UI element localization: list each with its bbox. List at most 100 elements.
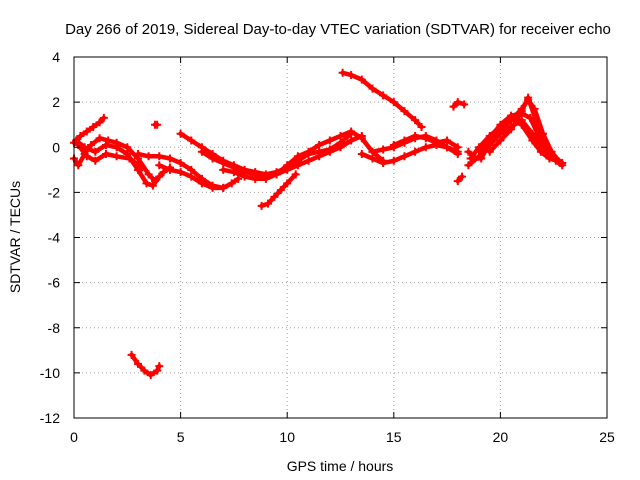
x-tick-labels: 0 5 10 15 20 25 [70, 429, 615, 445]
data-point [541, 138, 550, 147]
data-point [251, 174, 260, 183]
data-point [138, 163, 147, 172]
data-point [453, 143, 462, 152]
data-point [475, 152, 484, 161]
data-point [347, 127, 356, 136]
data-point [133, 150, 142, 159]
data-point [76, 131, 85, 140]
data-point [95, 118, 104, 127]
data-point [264, 199, 273, 208]
data-point [112, 152, 121, 161]
data-point [517, 116, 526, 125]
data-point [325, 147, 334, 156]
data-point [524, 93, 533, 102]
data-series-arc-23 [487, 95, 559, 161]
data-point [176, 168, 185, 177]
data-point [315, 140, 324, 149]
data-point [229, 168, 238, 177]
data-point [82, 127, 91, 136]
data-point [485, 131, 494, 140]
axis-ticks [73, 56, 608, 419]
data-point [95, 134, 104, 143]
data-point [127, 350, 136, 359]
data-point [460, 100, 469, 109]
data-point [99, 113, 108, 122]
data-point [304, 147, 313, 156]
x-tick-label: 25 [599, 429, 615, 445]
data-point [453, 98, 462, 107]
data-point [187, 136, 196, 145]
data-point [336, 143, 345, 152]
data-point [270, 192, 279, 201]
x-tick-label: 0 [70, 429, 78, 445]
data-point [551, 154, 560, 163]
x-tick-label: 20 [493, 429, 509, 445]
data-point [368, 84, 377, 93]
data-point [475, 145, 484, 154]
data-point [176, 159, 185, 168]
data-point [283, 161, 292, 170]
data-point [155, 161, 164, 170]
data-point [144, 170, 153, 179]
data-point [336, 131, 345, 140]
data-point [155, 172, 164, 181]
data-point [101, 140, 110, 149]
data-point [219, 183, 228, 192]
y-tick-label: -6 [48, 275, 61, 291]
data-point [464, 147, 473, 156]
data-point [197, 179, 206, 188]
data-point [155, 362, 164, 371]
data-point [293, 161, 302, 170]
data-point [411, 147, 420, 156]
data-point [89, 122, 98, 131]
data-point [74, 161, 83, 170]
data-series-arc-3 [73, 138, 162, 188]
data-point [276, 186, 285, 195]
data-point [187, 165, 196, 174]
data-point [496, 129, 505, 138]
data-point [368, 147, 377, 156]
y-tick-label: -4 [48, 230, 61, 246]
data-point [357, 134, 366, 143]
data-point [536, 147, 545, 156]
data-point [227, 179, 236, 188]
data-point [379, 145, 388, 154]
data-point [91, 156, 100, 165]
x-tick-label: 5 [177, 429, 185, 445]
data-series-arc-9 [220, 129, 386, 182]
y-tick-label: -10 [40, 365, 60, 381]
data-point [144, 152, 153, 161]
data-point [496, 122, 505, 131]
data-point [82, 152, 91, 161]
data-point [72, 136, 81, 145]
data-point [466, 154, 475, 163]
data-point [379, 91, 388, 100]
data-point [104, 136, 113, 145]
data-point [432, 138, 441, 147]
data-point [208, 183, 217, 192]
y-tick-label: 4 [52, 49, 60, 65]
data-point [197, 147, 206, 156]
data-point [528, 129, 537, 138]
data-point [155, 152, 164, 161]
data-point [133, 359, 142, 368]
y-tick-label: -12 [40, 410, 60, 426]
y-axis-label: SDTVAR / TECUs [7, 181, 23, 293]
data-point [176, 129, 185, 138]
data-point [453, 177, 462, 186]
data-point [140, 366, 149, 375]
data-point [443, 136, 452, 145]
data-point [347, 71, 356, 80]
data-point [283, 179, 292, 188]
data-point [304, 156, 313, 165]
data-point [485, 140, 494, 149]
data-series-arc-13 [340, 70, 424, 130]
data-point [146, 371, 155, 380]
data-point [261, 174, 270, 183]
data-point [219, 165, 228, 174]
data-point [123, 143, 132, 152]
data-point [357, 150, 366, 159]
data-point [347, 136, 356, 145]
data-point [187, 172, 196, 181]
data-point [125, 154, 134, 163]
